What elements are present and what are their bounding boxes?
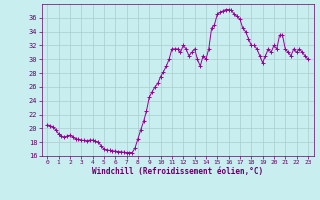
X-axis label: Windchill (Refroidissement éolien,°C): Windchill (Refroidissement éolien,°C) [92,167,263,176]
